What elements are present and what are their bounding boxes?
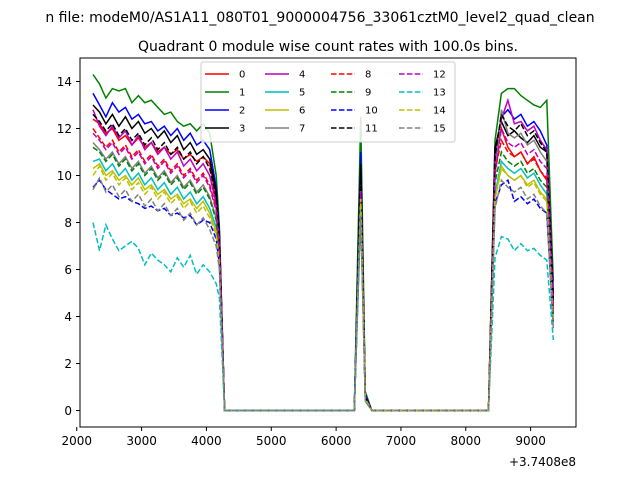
x-tick-label: 3000 [126, 434, 157, 448]
legend-label-13: 13 [433, 88, 446, 99]
y-tick-label: 14 [57, 75, 72, 89]
legend-label-3: 3 [239, 124, 245, 135]
chart-suptitle: n file: modeM0/AS1A11_080T01_9000004756_… [45, 10, 594, 26]
plot-area [92, 74, 555, 412]
y-axis: 0 2 4 6 8 10 12 14 [57, 75, 80, 418]
series-line-7 [92, 109, 555, 412]
y-tick-label: 10 [57, 169, 72, 183]
series-line-2 [92, 92, 555, 412]
legend-label-12: 12 [433, 70, 446, 81]
legend-label-2: 2 [239, 106, 245, 117]
x-axis: 2000 3000 4000 5000 6000 7000 8000 9000 [61, 427, 546, 448]
series-line-10 [92, 178, 555, 412]
legend-label-11: 11 [365, 124, 378, 135]
plot-frame [79, 57, 577, 428]
legend-label-10: 10 [365, 106, 378, 117]
y-tick-label: 2 [64, 357, 72, 371]
chart-title: Quadrant 0 module wise count rates with … [138, 39, 518, 55]
series-line-4 [92, 97, 555, 412]
legend-label-15: 15 [433, 124, 446, 135]
legend-label-6: 6 [299, 106, 305, 117]
x-tick-label: 5000 [256, 434, 287, 448]
y-tick-label: 4 [64, 310, 72, 324]
series-line-14 [92, 164, 555, 412]
series-line-6 [92, 162, 555, 412]
series-line-11 [92, 112, 555, 412]
legend-label-4: 4 [299, 70, 305, 81]
x-offset-label: +3.7408e8 [509, 455, 576, 469]
y-tick-label: 0 [64, 404, 72, 418]
x-tick-label: 4000 [191, 434, 222, 448]
legend-label-7: 7 [299, 124, 305, 135]
y-tick-label: 6 [64, 263, 72, 277]
x-tick-label: 9000 [515, 434, 546, 448]
legend-label-14: 14 [433, 106, 446, 117]
legend-label-9: 9 [365, 88, 371, 99]
legend-label-0: 0 [239, 70, 245, 81]
series-line-8 [92, 128, 555, 412]
series-line-3 [92, 104, 555, 412]
x-tick-label: 7000 [386, 434, 417, 448]
series-line-5 [92, 158, 555, 412]
y-tick-label: 8 [64, 216, 72, 230]
x-tick-label: 6000 [321, 434, 352, 448]
series-line-15 [92, 176, 555, 412]
legend-box [200, 61, 456, 143]
legend-label-8: 8 [365, 70, 371, 81]
x-tick-label: 8000 [451, 434, 482, 448]
y-tick-label: 12 [57, 122, 72, 136]
x-tick-label: 2000 [61, 434, 92, 448]
series-line-12 [92, 125, 555, 412]
series-line-13 [92, 203, 555, 412]
legend-label-5: 5 [299, 88, 305, 99]
series-line-9 [92, 146, 555, 412]
legend-label-1: 1 [239, 88, 245, 99]
